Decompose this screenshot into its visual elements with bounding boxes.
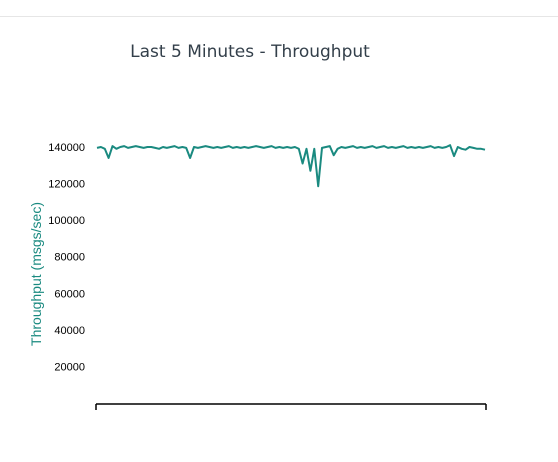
y-tick-label: 140000 [48,142,85,154]
y-tick-label: 100000 [48,215,85,227]
y-axis-ticks: 20000 40000 60000 80000 100000 120000 140000 [48,142,85,373]
series-group [96,144,486,188]
top-divider [0,16,558,17]
y-tick-label: 60000 [54,288,85,300]
y-tick-label: 120000 [48,179,85,191]
chart-title: Last 5 Minutes - Throughput [130,42,370,62]
y-tick-label: 80000 [54,252,85,264]
y-tick-label: 40000 [54,325,85,337]
throughput-series-line [96,144,486,188]
y-tick-label: 20000 [54,361,85,373]
y-axis-label: Throughput (msgs/sec) [28,202,44,346]
